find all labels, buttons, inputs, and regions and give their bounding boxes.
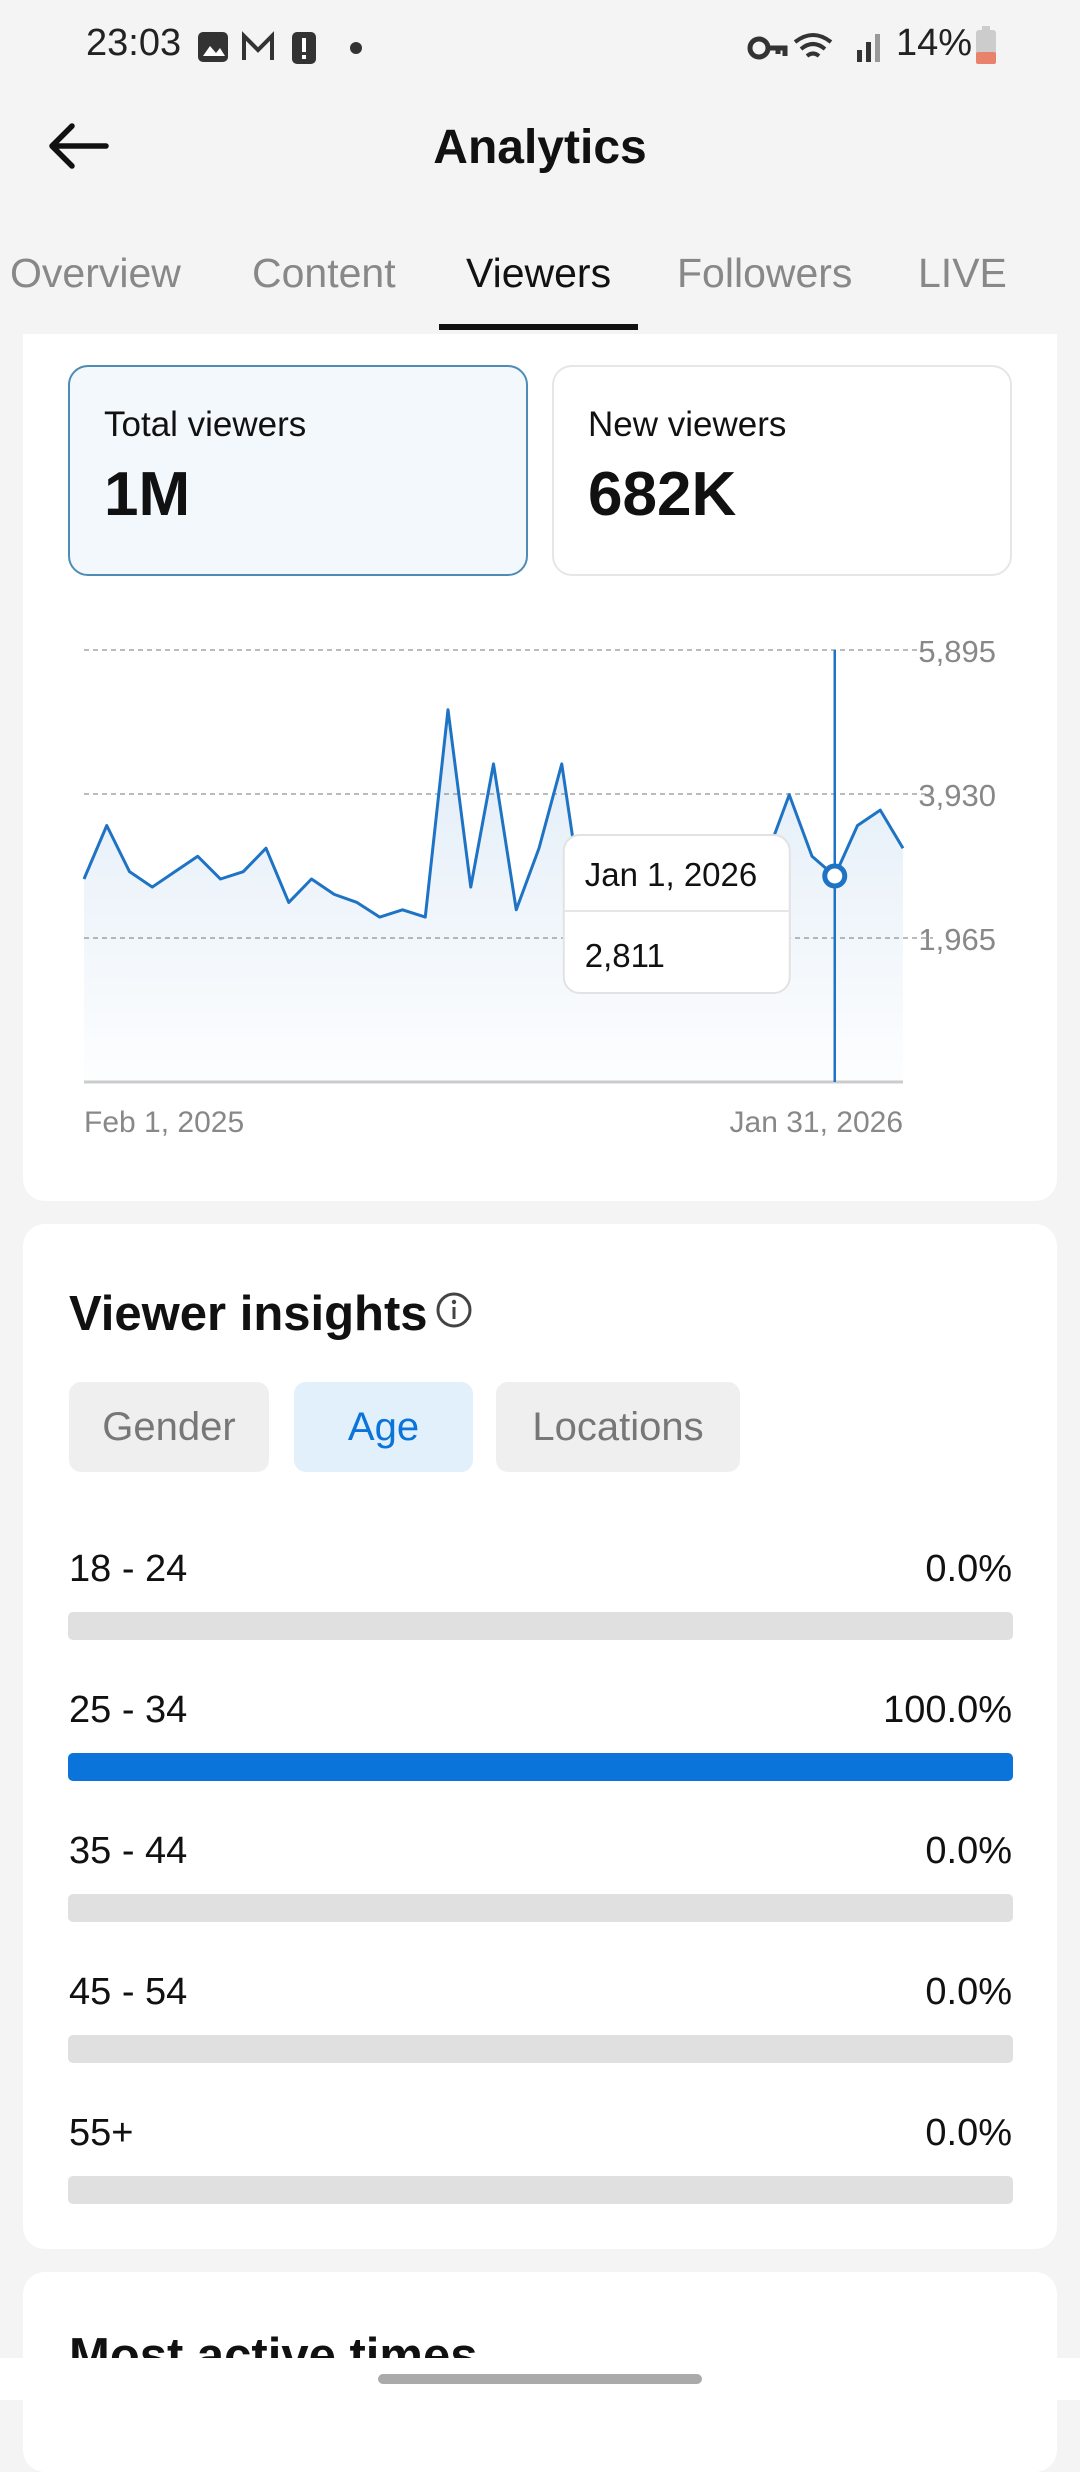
x-tick-label: Feb 1, 2025 xyxy=(84,1106,244,1139)
metric-label: New viewers xyxy=(588,405,787,444)
filter-chip[interactable]: Gender xyxy=(69,1382,269,1472)
active-times-clip: Most active times xyxy=(69,2328,478,2358)
age-label: 45 - 54 xyxy=(69,1971,188,2013)
tab-underline xyxy=(439,324,638,330)
home-indicator xyxy=(378,2374,702,2384)
y-tick-label: 5,895 xyxy=(918,634,996,669)
highlight-point xyxy=(822,863,848,889)
age-track xyxy=(68,1612,1013,1640)
status-battery: 14% xyxy=(896,22,973,64)
age-track xyxy=(68,1753,1013,1781)
tab[interactable]: Content xyxy=(252,250,396,296)
age-percent: 100.0% xyxy=(883,1689,1012,1731)
age-percent: 0.0% xyxy=(925,2112,1012,2154)
filter-chip[interactable]: Age xyxy=(294,1382,473,1472)
age-percent: 0.0% xyxy=(925,1830,1012,1872)
metric-card[interactable]: New viewers 682K xyxy=(552,365,1012,576)
info-icon[interactable] xyxy=(434,1290,474,1330)
age-track xyxy=(68,1894,1013,1922)
metric-value: 682K xyxy=(588,460,737,529)
screen: 23:03 14% Analytics Overview Content Viewe… xyxy=(0,22,1080,2472)
y-tick-label: 1,965 xyxy=(918,922,996,957)
metric-value: 1M xyxy=(104,460,191,529)
back-button[interactable] xyxy=(44,118,114,178)
x-tick-label: Jan 31, 2026 xyxy=(730,1106,903,1139)
tooltip-date: Jan 1, 2026 xyxy=(585,856,757,893)
tab[interactable]: Followers xyxy=(677,250,853,296)
metric-card[interactable]: Total viewers 1M xyxy=(68,365,528,576)
age-percent: 0.0% xyxy=(925,1548,1012,1590)
insights-card xyxy=(23,1224,1057,2249)
tooltip-value: 2,811 xyxy=(585,937,665,974)
age-bar xyxy=(68,1753,1013,1781)
age-label: 35 - 44 xyxy=(69,1830,188,1872)
status-icons xyxy=(198,31,362,64)
age-label: 25 - 34 xyxy=(69,1689,188,1731)
status-time: 23:03 xyxy=(86,22,182,64)
tab-bg xyxy=(0,250,1080,334)
age-track xyxy=(68,2035,1013,2063)
battery-icon xyxy=(976,26,996,64)
age-track xyxy=(68,2176,1013,2204)
insights-title: Viewer insights xyxy=(69,1287,428,1341)
status-system-icons xyxy=(747,33,880,62)
viewers-chart: 1,965 3,930 5,895 Feb 1, 2025 Jan 31, 2026 Ja… xyxy=(82,634,996,1139)
tab[interactable]: Viewers xyxy=(466,250,612,296)
tab[interactable]: LIVE xyxy=(918,250,1007,296)
age-label: 55+ xyxy=(69,2112,134,2154)
age-percent: 0.0% xyxy=(925,1971,1012,2013)
y-tick-label: 3,930 xyxy=(918,778,996,813)
age-label: 18 - 24 xyxy=(69,1548,188,1590)
page-title: Analytics xyxy=(433,121,647,174)
active-times-title: Most active times xyxy=(69,2329,478,2358)
metric-label: Total viewers xyxy=(104,405,307,444)
filter-chip[interactable]: Locations xyxy=(496,1382,740,1472)
tab[interactable]: Overview xyxy=(10,250,181,296)
tooltip xyxy=(562,834,791,994)
